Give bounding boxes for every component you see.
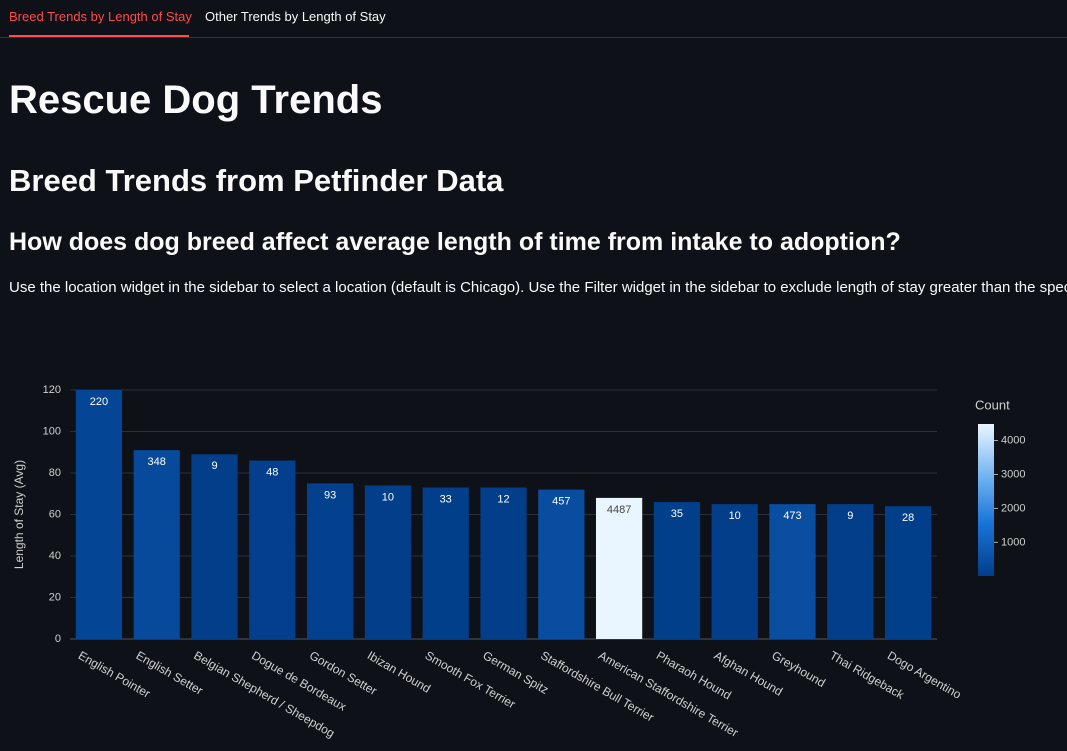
data-label: 220 [90, 396, 108, 408]
question: How does dog breed affect average length… [9, 228, 901, 256]
tab-bar: Breed Trends by Length of Stay Other Tre… [0, 0, 1067, 38]
colorbar-title: Count [975, 397, 1010, 412]
bar [538, 489, 585, 639]
data-label: 12 [497, 493, 509, 505]
data-label: 348 [148, 456, 166, 468]
data-label: 4487 [607, 504, 631, 516]
data-label: 35 [671, 508, 683, 520]
data-label: 457 [552, 496, 570, 508]
tab[interactable]: Breed Trends by Length of Stay [9, 9, 192, 24]
colorbar-tick-label: 2000 [1001, 502, 1025, 514]
data-label: 9 [211, 460, 217, 472]
bar [769, 504, 816, 639]
bar [75, 390, 123, 639]
data-label: 9 [847, 510, 853, 522]
description: Use the location widget in the sidebar t… [9, 279, 1067, 296]
y-tick-label: 0 [55, 633, 61, 645]
y-tick-label: 20 [49, 591, 61, 603]
data-label: 28 [902, 512, 914, 524]
y-tick-label: 60 [49, 508, 61, 520]
data-label: 48 [266, 466, 278, 478]
x-axis-title: breed [458, 749, 491, 751]
bar [595, 497, 643, 639]
tab[interactable]: Other Trends by Length of Stay [205, 9, 386, 24]
bar [306, 483, 354, 639]
tab-underline [9, 35, 189, 37]
subtitle: Breed Trends from Petfinder Data [9, 163, 504, 198]
colorbar [978, 424, 994, 576]
data-label: 33 [440, 493, 452, 505]
bar [191, 454, 238, 639]
bar [422, 487, 469, 639]
data-label: 93 [324, 489, 336, 501]
bar [653, 502, 701, 639]
bar [249, 460, 296, 639]
data-label: 473 [783, 510, 801, 522]
page-title: Rescue Dog Trends [9, 78, 383, 122]
y-axis-title: Length of Stay (Avg) [12, 460, 26, 569]
x-tick-label: Dogue de Bordeaux [249, 648, 348, 713]
y-tick-label: 100 [43, 425, 61, 437]
y-tick-label: 120 [43, 384, 61, 396]
y-tick-label: 80 [49, 467, 61, 479]
bar [827, 504, 874, 639]
bar [133, 450, 180, 639]
data-label: 10 [729, 510, 741, 522]
y-tick-label: 40 [49, 550, 61, 562]
data-label: 10 [382, 491, 394, 503]
colorbar-tick-label: 3000 [1001, 468, 1025, 480]
colorbar-tick-label: 4000 [1001, 434, 1025, 446]
colorbar-tick-label: 1000 [1001, 536, 1025, 548]
bar [480, 487, 527, 639]
bar [884, 506, 932, 639]
bar [364, 485, 412, 639]
bar [711, 504, 758, 639]
